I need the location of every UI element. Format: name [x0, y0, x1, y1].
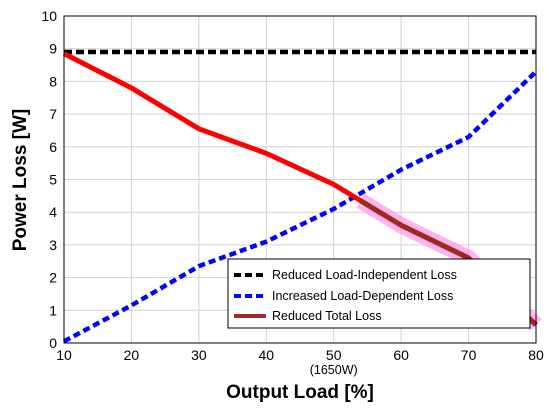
y-tick-8: 8: [49, 73, 57, 89]
y-tick-5: 5: [49, 172, 57, 188]
x-tick-60: 60: [393, 347, 409, 363]
x-tick-50: 50: [326, 347, 342, 363]
x-tick-70: 70: [461, 347, 477, 363]
legend-box: [227, 258, 531, 329]
series-line-1: [62, 69, 538, 344]
y-tick-1: 1: [49, 302, 57, 318]
y-tick-9: 9: [49, 41, 57, 57]
x-tick-30: 30: [191, 347, 207, 363]
legend-label-1: Increased Load-Dependent Loss: [272, 289, 453, 303]
annotation-1650w: (1650W): [310, 363, 358, 377]
x-axis-title: Output Load [%]: [226, 382, 374, 403]
legend: Reduced Load-Independent Loss Increased …: [227, 258, 531, 329]
legend-label-0: Reduced Load-Independent Loss: [272, 268, 457, 282]
plot-frame: [63, 15, 537, 344]
y-tick-labels: 0 1 2 3 4 5 6 7 8 9 10: [41, 8, 57, 351]
x-tick-labels: 10 20 30 40 50 60 70 80: [56, 347, 544, 363]
y-tick-6: 6: [49, 139, 57, 155]
x-tick-40: 40: [258, 347, 274, 363]
x-tick-10: 10: [56, 347, 72, 363]
y-axis-title: Power Loss [W]: [10, 109, 31, 252]
y-tick-7: 7: [49, 106, 57, 122]
legend-label-2: Reduced Total Loss: [272, 309, 382, 323]
y-tick-3: 3: [49, 237, 57, 253]
y-tick-10: 10: [41, 8, 57, 24]
y-tick-2: 2: [49, 270, 57, 286]
x-tick-20: 20: [124, 347, 140, 363]
x-tick-80: 80: [528, 347, 544, 363]
y-tick-4: 4: [49, 204, 57, 220]
y-tick-0: 0: [49, 335, 57, 351]
